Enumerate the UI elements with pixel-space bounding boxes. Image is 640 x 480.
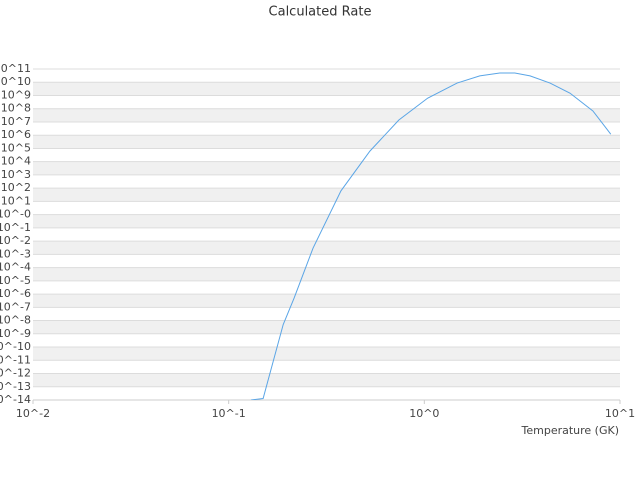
grid-band: [33, 241, 620, 255]
y-tick-label: 10^6: [1, 128, 31, 141]
y-tick-label: 10^-0: [0, 208, 31, 221]
grid-bands: [33, 82, 620, 387]
y-tick-label: 10^-5: [0, 274, 31, 287]
y-tick-label: 10^-1: [0, 221, 31, 234]
y-tick-label: 10^10: [0, 75, 31, 88]
grid-band: [33, 188, 620, 202]
y-tick-label: 10^-14: [0, 393, 31, 406]
y-tick-label: 10^7: [1, 115, 31, 128]
axes: [32, 68, 621, 404]
grid-band: [33, 267, 620, 281]
y-tick-label: 10^-12: [0, 367, 31, 380]
grid-band: [33, 347, 620, 361]
grid-band: [33, 108, 620, 122]
y-tick-label: 10^-13: [0, 380, 31, 393]
grid-band: [33, 161, 620, 175]
y-tick-label: 10^-3: [0, 247, 31, 260]
grid-band: [33, 135, 620, 149]
y-tick-label: 10^-2: [0, 234, 31, 247]
y-tick-label: 10^8: [1, 102, 31, 115]
y-tick-label: 10^-7: [0, 300, 31, 313]
y-tick-label: 10^4: [1, 155, 31, 168]
y-tick-label: 10^-4: [0, 261, 31, 274]
y-tick-label: 10^9: [1, 88, 31, 101]
x-tick-label: 10^0: [409, 407, 439, 420]
y-tick-label: 10^3: [1, 168, 31, 181]
x-axis-label: Temperature (GK): [521, 424, 620, 437]
grid-band: [33, 373, 620, 387]
y-tick-label: 10^5: [1, 141, 31, 154]
y-tick-label: 10^-8: [0, 314, 31, 327]
y-tick-label: 10^11: [0, 62, 31, 75]
y-tick-label: 10^2: [1, 181, 31, 194]
y-tick-label: 10^-6: [0, 287, 31, 300]
y-tick-label: 10^-11: [0, 353, 31, 366]
grid-band: [33, 294, 620, 308]
chart-title: Calculated Rate: [269, 5, 372, 20]
x-tick-label: 10^-2: [16, 407, 50, 420]
x-tick-label: 10^1: [605, 407, 635, 420]
y-tick-label: 10^1: [1, 194, 31, 207]
grid-band: [33, 320, 620, 334]
rate-line: [250, 72, 612, 400]
x-tick-label: 10^-1: [212, 407, 246, 420]
grid-band: [33, 82, 620, 96]
y-tick-label: 10^-10: [0, 340, 31, 353]
y-tick-label: 10^-9: [0, 327, 31, 340]
